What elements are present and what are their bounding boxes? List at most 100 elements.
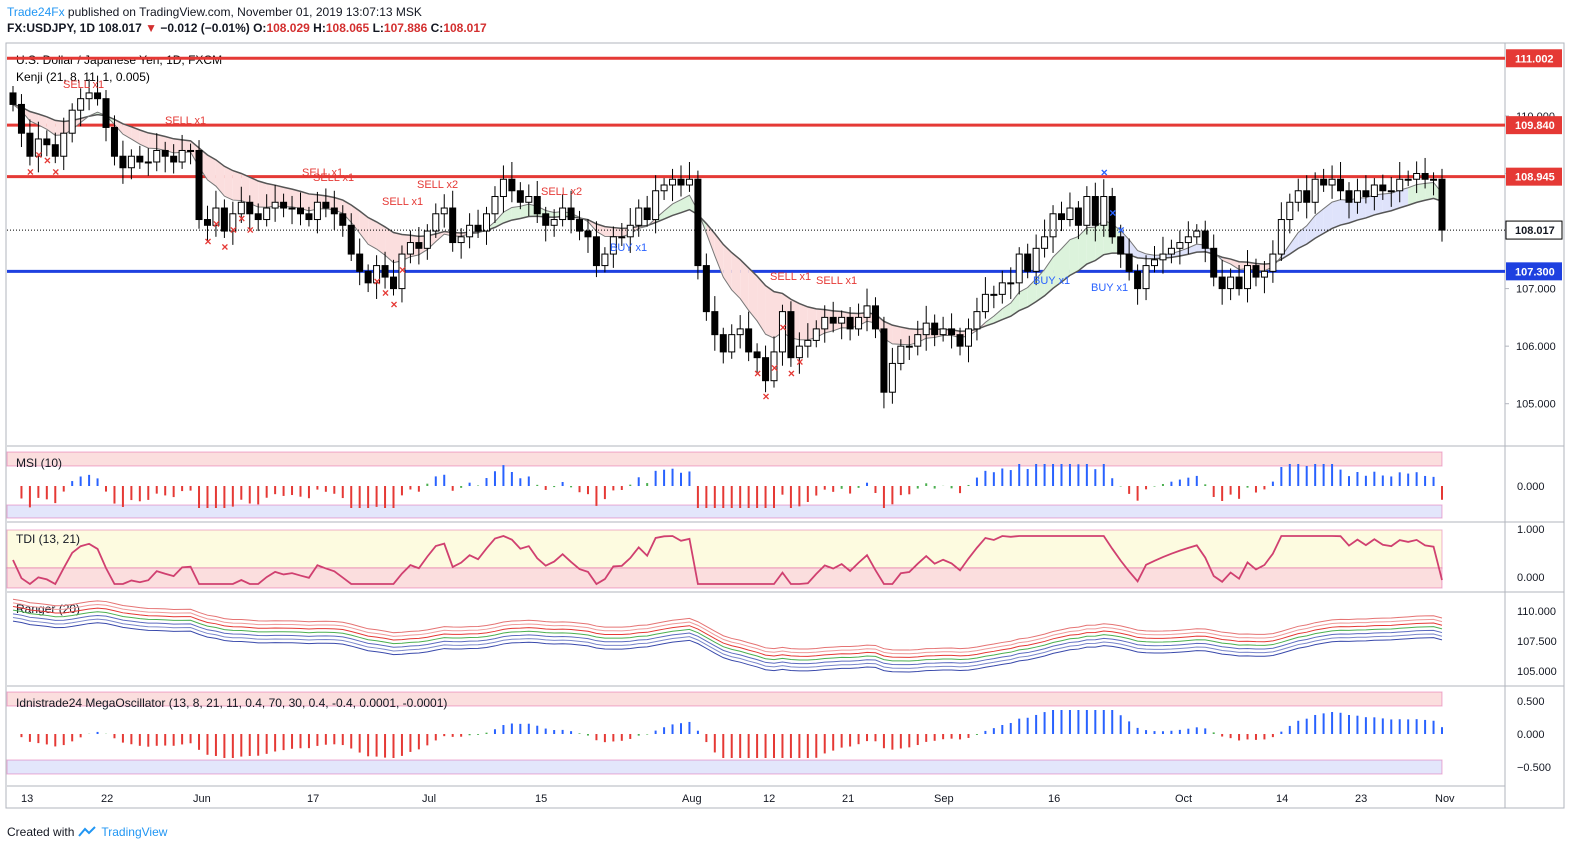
candle[interactable] [888,347,896,404]
candle[interactable] [1328,165,1336,199]
candle[interactable] [787,301,795,367]
tradingview-link[interactable]: TradingView [78,825,167,839]
candle[interactable] [1252,258,1260,287]
candle[interactable] [1007,267,1015,299]
candle[interactable] [136,145,144,169]
candle[interactable] [1286,193,1294,234]
candle[interactable] [9,86,17,112]
candle[interactable] [85,79,93,111]
candle[interactable] [1176,230,1184,265]
candle[interactable] [1438,168,1446,242]
candle[interactable] [508,161,516,203]
candle[interactable] [846,307,854,341]
candle[interactable] [1430,172,1438,196]
candle[interactable] [440,194,448,228]
candle[interactable] [1117,224,1125,268]
candle[interactable] [347,213,355,261]
candle[interactable] [838,310,846,340]
candle[interactable] [178,134,186,169]
candle[interactable] [1041,219,1049,258]
candle[interactable] [356,238,364,286]
candle[interactable] [305,206,313,227]
candle[interactable] [948,313,956,349]
candle[interactable] [601,247,609,273]
candle[interactable] [626,208,634,253]
candle[interactable] [1167,239,1175,264]
candle[interactable] [542,206,550,242]
candle[interactable] [1125,238,1133,281]
candle[interactable] [144,148,152,176]
candle[interactable] [897,339,905,371]
candle[interactable] [296,192,304,226]
candle[interactable] [254,203,262,232]
candle[interactable] [187,143,195,165]
time-axis[interactable]: 13 22 Jun 17 Jul 15 Aug 12 21 Sep 16 Oct 14 23 Nov [7,785,1505,805]
candle[interactable] [1421,157,1429,189]
candle[interactable] [1260,260,1268,294]
candle[interactable] [1404,170,1412,187]
candle[interactable] [491,186,499,223]
candle[interactable] [229,201,237,245]
candle[interactable] [533,180,541,223]
candle[interactable] [812,320,820,348]
candle[interactable] [1277,202,1285,261]
price-chart[interactable]: U.S. Dollar / Japanese Yen, 1D, FXCM Ken… [0,0,1572,820]
candle[interactable] [567,190,575,234]
candle[interactable] [1142,255,1150,301]
candle[interactable] [457,228,465,259]
candle[interactable] [68,103,76,143]
candle[interactable] [466,213,474,249]
candle[interactable] [694,170,702,280]
candle[interactable] [398,245,406,303]
candle[interactable] [203,205,211,242]
candle[interactable] [964,318,972,363]
candle[interactable] [1345,182,1353,219]
candle[interactable] [939,316,947,342]
candle[interactable] [1184,221,1192,255]
candle[interactable] [1057,201,1065,232]
candle[interactable] [576,210,584,241]
candle[interactable] [339,205,347,237]
candle[interactable] [1193,224,1201,244]
candle[interactable] [127,149,135,180]
candle[interactable] [423,224,431,260]
candle[interactable] [584,218,592,253]
candle[interactable] [753,343,761,374]
candle[interactable] [516,182,524,210]
candle[interactable] [778,304,786,366]
candle[interactable] [77,88,85,127]
candle[interactable] [669,168,677,202]
candle[interactable] [390,259,398,296]
candle[interactable] [1320,168,1328,192]
candle[interactable] [288,195,296,225]
candle[interactable] [711,296,719,351]
candle[interactable] [322,188,330,218]
candle[interactable] [94,75,102,106]
candle[interactable] [745,311,753,362]
candle[interactable] [1244,250,1252,303]
candle[interactable] [26,119,34,166]
candle[interactable] [990,285,998,309]
candle[interactable] [271,185,279,222]
candle[interactable] [237,186,245,223]
candle[interactable] [1303,175,1311,219]
candle[interactable] [1379,174,1387,200]
candle[interactable] [660,178,668,200]
candle[interactable] [1100,179,1108,237]
candle[interactable] [195,140,203,229]
candle[interactable] [110,115,118,166]
candle[interactable] [922,305,930,351]
candle[interactable] [652,175,660,234]
candle[interactable] [728,324,736,359]
candle[interactable] [643,195,651,227]
candle[interactable] [635,199,643,237]
candle[interactable] [609,226,617,268]
candle[interactable] [161,141,169,173]
candle[interactable] [43,130,51,157]
candle[interactable] [863,288,871,332]
candle[interactable] [1083,186,1091,235]
candle[interactable] [880,316,888,409]
candle[interactable] [1337,161,1345,200]
candle[interactable] [770,336,778,388]
candle[interactable] [1370,178,1378,211]
